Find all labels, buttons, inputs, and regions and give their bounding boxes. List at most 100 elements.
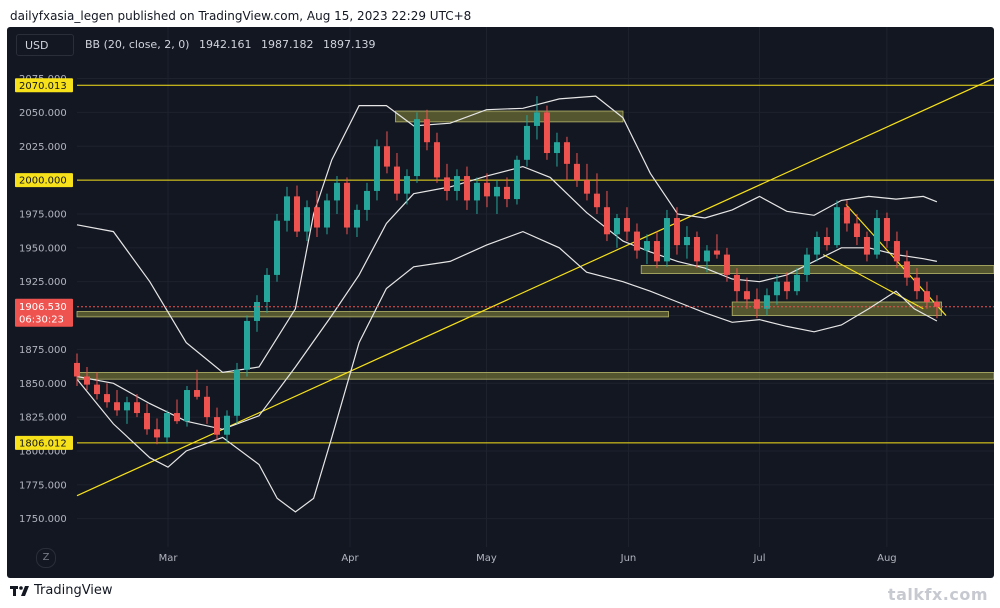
candle-body (333, 182, 340, 201)
candle-body (123, 402, 130, 411)
candle-body (923, 291, 930, 302)
candle-body (763, 295, 770, 309)
bb-basis-line (76, 165, 938, 430)
candle-body (173, 413, 180, 422)
candle-body (723, 254, 730, 275)
candle-body (413, 119, 420, 177)
candle-body (303, 207, 310, 232)
trendline (822, 254, 924, 310)
y-tick-label: 1775.000 (19, 480, 67, 491)
candle-body (523, 125, 530, 160)
support-resistance-zone (76, 311, 669, 318)
support-resistance-zone (395, 110, 624, 123)
last-price-tag-box (15, 298, 73, 327)
price-tag-label: 2000.000 (19, 176, 67, 187)
candle-body (793, 274, 800, 292)
candle-body (613, 218, 620, 235)
candle-body (543, 112, 550, 154)
candle-body (503, 186, 510, 200)
chart-panel[interactable]: 2075.0002050.0002025.0002000.0001975.000… (7, 27, 994, 578)
y-tick-label: 1925.000 (19, 277, 67, 288)
tradingview-logo-icon (10, 585, 29, 596)
x-tick-label: Jun (620, 553, 637, 564)
price-tag-label: 2070.013 (19, 81, 67, 92)
zoom-reset-button[interactable]: Z (36, 548, 56, 568)
countdown-label: 06:30:23 (19, 315, 64, 326)
candle-body (93, 384, 100, 395)
price-tag-box (15, 173, 73, 188)
x-tick-label: Apr (341, 553, 359, 564)
candle-body (74, 362, 80, 377)
candle-body (743, 291, 750, 300)
x-tick-label: Aug (877, 553, 897, 564)
y-tick-label: 1850.000 (19, 379, 67, 390)
candle-body (603, 207, 610, 235)
price-chart[interactable]: 2075.0002050.0002025.0002000.0001975.000… (7, 27, 994, 578)
candle-body (533, 112, 540, 126)
candle-body (853, 223, 860, 237)
candle-body (353, 209, 360, 228)
candle-body (143, 413, 150, 430)
candle-body (293, 196, 300, 232)
candle-body (823, 236, 830, 246)
candle-body (253, 302, 260, 321)
candle-body (893, 241, 900, 262)
candle-body (583, 180, 590, 194)
candle-body (443, 177, 450, 191)
candle-body (903, 261, 910, 278)
candle-body (733, 274, 740, 292)
trendline (76, 77, 994, 497)
footer-brand-label: TradingView (34, 583, 113, 598)
candle-body (263, 274, 270, 302)
bb-upper-band (76, 95, 938, 374)
candle-body (393, 166, 400, 194)
candle-body (453, 176, 460, 191)
candle-body (873, 218, 880, 255)
candle-body (473, 182, 480, 201)
y-tick-label: 2050.000 (19, 108, 67, 119)
candle-body (913, 277, 920, 292)
candle-body (633, 231, 640, 251)
candle-body (623, 218, 630, 232)
candle-body (283, 196, 290, 221)
candle-body (213, 417, 220, 435)
candle-body (433, 142, 440, 178)
candle-body (653, 241, 660, 262)
y-tick-label: 1875.000 (19, 345, 67, 356)
candle-body (753, 299, 760, 309)
x-tick-label: May (476, 553, 497, 564)
candle-body (573, 163, 580, 181)
candle-body (933, 302, 940, 307)
candle-body (193, 390, 200, 397)
y-tick-label: 1950.000 (19, 243, 67, 254)
candle-body (343, 182, 350, 228)
price-tag-box (15, 435, 73, 450)
candle-body (663, 218, 670, 262)
candle-body (373, 146, 380, 191)
price-tag-box (15, 78, 73, 93)
candle-body (833, 207, 840, 246)
candle-body (383, 146, 390, 167)
candle-body (233, 369, 240, 416)
candle-body (113, 402, 120, 411)
last-price-tag-label: 1906.530 (19, 302, 67, 313)
candle-body (843, 207, 850, 224)
currency-selector[interactable]: USD (16, 34, 74, 56)
support-resistance-zone (640, 265, 994, 274)
y-tick-label: 1750.000 (19, 514, 67, 525)
candle-body (133, 402, 140, 414)
candle-body (363, 190, 370, 210)
candle-body (313, 207, 320, 228)
candle-body (243, 320, 250, 370)
watermark: talkfx.com (887, 585, 988, 604)
indicator-legend[interactable]: BB (20, close, 2, 0) 1942.161 1987.182 1… (85, 38, 381, 51)
candle-body (153, 429, 160, 438)
indicator-name: BB (20, close, 2, 0) (85, 38, 190, 51)
x-tick-label: Jul (752, 553, 765, 564)
candle-body (813, 236, 820, 255)
candle-body (863, 236, 870, 255)
footer-brand[interactable]: TradingView (10, 583, 113, 598)
candle-body (163, 413, 170, 438)
candle-body (183, 390, 190, 422)
candle-body (713, 250, 720, 255)
